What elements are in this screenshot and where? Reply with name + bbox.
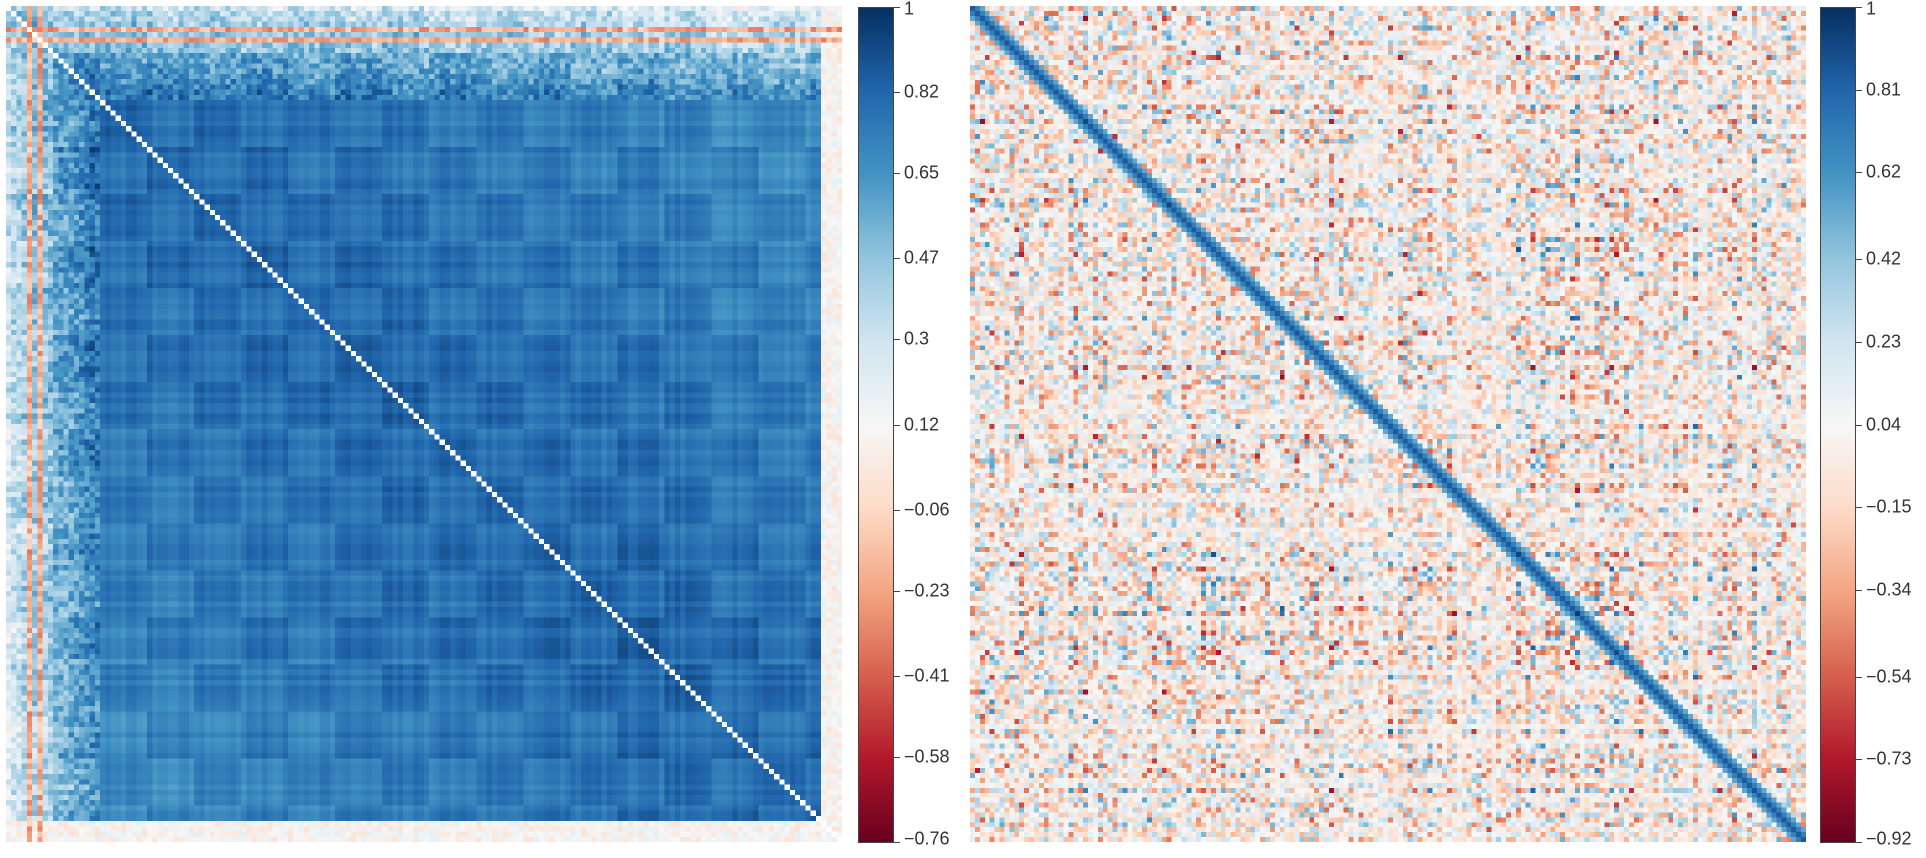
colorbar-tick-mark bbox=[1856, 507, 1862, 509]
colorbar-tick-label: 0.82 bbox=[904, 81, 940, 102]
colorbar-tick-mark bbox=[894, 424, 900, 426]
colorbar-tick-label: −0.41 bbox=[904, 665, 950, 686]
colorbar-tick-mark bbox=[1856, 89, 1862, 91]
heatmap-left-canvas bbox=[6, 6, 842, 842]
colorbar-tick-mark bbox=[894, 509, 900, 511]
colorbar-tick-label: 0.12 bbox=[904, 414, 940, 434]
colorbar-tick-label: −0.76 bbox=[904, 828, 950, 849]
colorbar-tick-label: −0.15 bbox=[1866, 496, 1912, 517]
colorbar-tick-label: 1 bbox=[904, 0, 915, 19]
colorbar-tick-mark bbox=[1856, 172, 1862, 174]
colorbar-tick-mark bbox=[1856, 259, 1862, 261]
colorbar-tick-mark bbox=[894, 339, 900, 341]
colorbar-tick-mark bbox=[1856, 759, 1862, 761]
colorbar-tick-mark bbox=[1856, 7, 1862, 8]
colorbar-tick-mark bbox=[894, 842, 900, 843]
colorbar-tick-label: 0.47 bbox=[904, 247, 940, 268]
colorbar-left bbox=[858, 7, 894, 843]
colorbar-tick-mark bbox=[894, 7, 900, 8]
colorbar-tick-mark bbox=[894, 173, 900, 175]
colorbar-tick-label: 0.23 bbox=[1866, 331, 1902, 352]
colorbar-tick-label: −0.54 bbox=[1866, 666, 1912, 687]
colorbar-right bbox=[1820, 7, 1856, 843]
colorbar-tick-mark bbox=[1856, 842, 1862, 843]
colorbar-tick-label: −0.58 bbox=[904, 746, 950, 767]
colorbar-tick-label: 0.3 bbox=[904, 328, 930, 349]
colorbar-tick-label: −0.73 bbox=[1866, 748, 1912, 769]
colorbar-tick-mark bbox=[894, 92, 900, 94]
colorbar-tick-mark bbox=[1856, 589, 1862, 591]
colorbar-tick-label: −0.92 bbox=[1866, 828, 1912, 849]
colorbar-tick-mark bbox=[1856, 341, 1862, 343]
colorbar-tick-mark bbox=[894, 590, 900, 592]
colorbar-tick-label: 0.04 bbox=[1866, 414, 1902, 434]
colorbar-tick-label: 0.62 bbox=[1866, 161, 1902, 182]
colorbar-tick-label: 0.65 bbox=[904, 162, 940, 183]
colorbar-tick-mark bbox=[1856, 676, 1862, 678]
colorbar-tick-mark bbox=[894, 258, 900, 260]
colorbar-tick-label: −0.06 bbox=[904, 499, 950, 520]
colorbar-tick-label: −0.23 bbox=[904, 580, 950, 601]
colorbar-tick-mark bbox=[1856, 424, 1862, 426]
heatmap-right-canvas bbox=[970, 6, 1806, 842]
colorbar-tick-label: 0.81 bbox=[1866, 79, 1902, 100]
colorbar-tick-label: 1 bbox=[1866, 0, 1877, 19]
colorbar-tick-label: 0.42 bbox=[1866, 248, 1902, 269]
colorbar-tick-mark bbox=[894, 756, 900, 758]
colorbar-tick-label: −0.34 bbox=[1866, 579, 1912, 600]
colorbar-tick-mark bbox=[894, 675, 900, 677]
